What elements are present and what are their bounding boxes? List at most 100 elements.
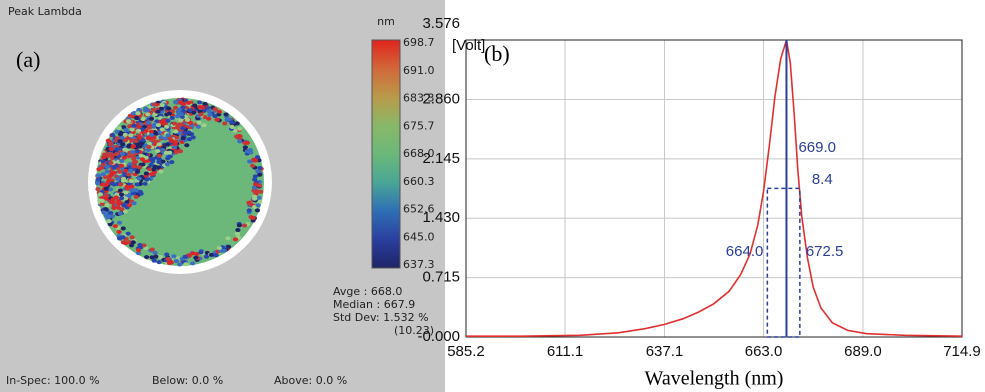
speckle-dot bbox=[105, 165, 110, 169]
speckle-dot bbox=[141, 117, 146, 121]
colorbar-unit: nm bbox=[377, 15, 395, 28]
speckle-dot bbox=[196, 121, 201, 125]
speckle-dot bbox=[137, 177, 142, 181]
speckle-dot bbox=[119, 207, 124, 211]
speckle-dot bbox=[153, 255, 158, 259]
speckle-dot bbox=[110, 214, 115, 218]
speckle-dot bbox=[123, 169, 128, 173]
colorbar-label: 675.7 bbox=[403, 119, 435, 132]
speckle-dot bbox=[118, 182, 123, 186]
speckle-dot bbox=[202, 102, 207, 106]
speckle-dot bbox=[100, 199, 105, 203]
speckle-dot bbox=[245, 149, 250, 153]
speckle-dot bbox=[117, 170, 122, 174]
speckle-dot bbox=[117, 221, 122, 225]
speckle-dot bbox=[177, 108, 182, 112]
speckle-dot bbox=[101, 172, 106, 176]
speckle-dot bbox=[177, 263, 182, 267]
speckle-dot bbox=[173, 130, 178, 134]
speckle-dot bbox=[123, 133, 128, 137]
x-tick-label: 611.1 bbox=[547, 343, 583, 360]
speckle-dot bbox=[171, 254, 176, 258]
speckle-dot bbox=[174, 136, 179, 140]
speckle-dot bbox=[130, 128, 135, 132]
speckle-dot bbox=[165, 162, 170, 166]
speckle-dot bbox=[121, 226, 126, 230]
speckle-dot bbox=[173, 100, 178, 104]
speckle-dot bbox=[190, 261, 195, 265]
speckle-dot bbox=[104, 187, 109, 191]
y-tick-label: 0.715 bbox=[422, 269, 460, 286]
speckle-dot bbox=[129, 185, 134, 189]
speckle-dot bbox=[237, 127, 242, 131]
speckle-dot bbox=[188, 121, 193, 125]
speckle-dot bbox=[193, 256, 198, 260]
speckle-dot bbox=[108, 161, 113, 165]
speckle-dot bbox=[129, 179, 134, 183]
speckle-dot bbox=[166, 107, 171, 111]
speckle-dot bbox=[160, 121, 165, 125]
speckle-dot bbox=[223, 112, 228, 116]
speckle-dot bbox=[247, 208, 252, 212]
speckle-dot bbox=[157, 260, 162, 264]
speckle-dot bbox=[179, 112, 184, 116]
footer-item: Above: 0.0 % bbox=[274, 374, 347, 387]
stat: Std Dev: 1.532 % bbox=[333, 311, 429, 324]
stat: Median : 667.9 bbox=[333, 298, 415, 311]
speckle-dot bbox=[134, 182, 139, 186]
speckle-dot bbox=[114, 195, 119, 199]
speckle-dot bbox=[124, 128, 129, 132]
speckle-dot bbox=[164, 253, 169, 257]
speckle-dot bbox=[134, 195, 139, 199]
speckle-dot bbox=[174, 150, 179, 154]
speckle-dot bbox=[235, 232, 240, 236]
speckle-dot bbox=[151, 139, 156, 143]
speckle-dot bbox=[126, 145, 131, 149]
speckle-dot bbox=[192, 104, 197, 108]
speckle-dot bbox=[187, 137, 192, 141]
speckle-dot bbox=[226, 245, 231, 249]
speckle-dot bbox=[144, 171, 149, 175]
speckle-dot bbox=[188, 108, 193, 112]
speckle-dot bbox=[160, 103, 165, 107]
speckle-dot bbox=[166, 133, 171, 137]
speckle-dot bbox=[107, 152, 112, 156]
x-tick-label: 585.2 bbox=[447, 343, 485, 360]
speckle-dot bbox=[149, 133, 154, 137]
speckle-dot bbox=[258, 190, 263, 194]
speckle-dot bbox=[117, 126, 122, 130]
speckle-dot bbox=[116, 230, 121, 234]
speckle-dot bbox=[134, 116, 139, 120]
x-tick-label: 663.0 bbox=[745, 343, 783, 360]
speckle-dot bbox=[110, 133, 115, 137]
speckle-dot bbox=[119, 159, 124, 163]
speckle-dot bbox=[141, 138, 146, 142]
right-panel-bg bbox=[445, 0, 985, 392]
speckle-dot bbox=[152, 251, 157, 255]
right-edge-label: 672.5 bbox=[806, 243, 844, 260]
speckle-dot bbox=[230, 125, 235, 129]
speckle-dot bbox=[155, 149, 160, 153]
speckle-dot bbox=[184, 143, 189, 147]
speckle-dot bbox=[174, 259, 179, 263]
speckle-dot bbox=[252, 197, 257, 201]
speckle-dot bbox=[140, 157, 145, 161]
panel-title: Peak Lambda bbox=[8, 5, 82, 18]
speckle-dot bbox=[119, 193, 124, 197]
x-tick-label: 637.1 bbox=[646, 343, 684, 360]
speckle-dot bbox=[237, 223, 242, 227]
speckle-dot bbox=[128, 114, 133, 118]
colorbar-label: 660.3 bbox=[403, 175, 435, 188]
y-tick-label: 3.576 bbox=[422, 15, 460, 32]
speckle-dot bbox=[242, 224, 247, 228]
speckle-dot bbox=[98, 192, 103, 196]
colorbar-bar bbox=[372, 40, 400, 268]
x-axis-label: Wavelength (nm) bbox=[645, 368, 784, 390]
speckle-dot bbox=[106, 179, 111, 183]
speckle-dot bbox=[170, 116, 175, 120]
speckle-dot bbox=[167, 112, 172, 116]
speckle-dot bbox=[96, 177, 101, 181]
speckle-dot bbox=[131, 240, 136, 244]
speckle-dot bbox=[158, 255, 163, 259]
speckle-dot bbox=[132, 201, 137, 205]
